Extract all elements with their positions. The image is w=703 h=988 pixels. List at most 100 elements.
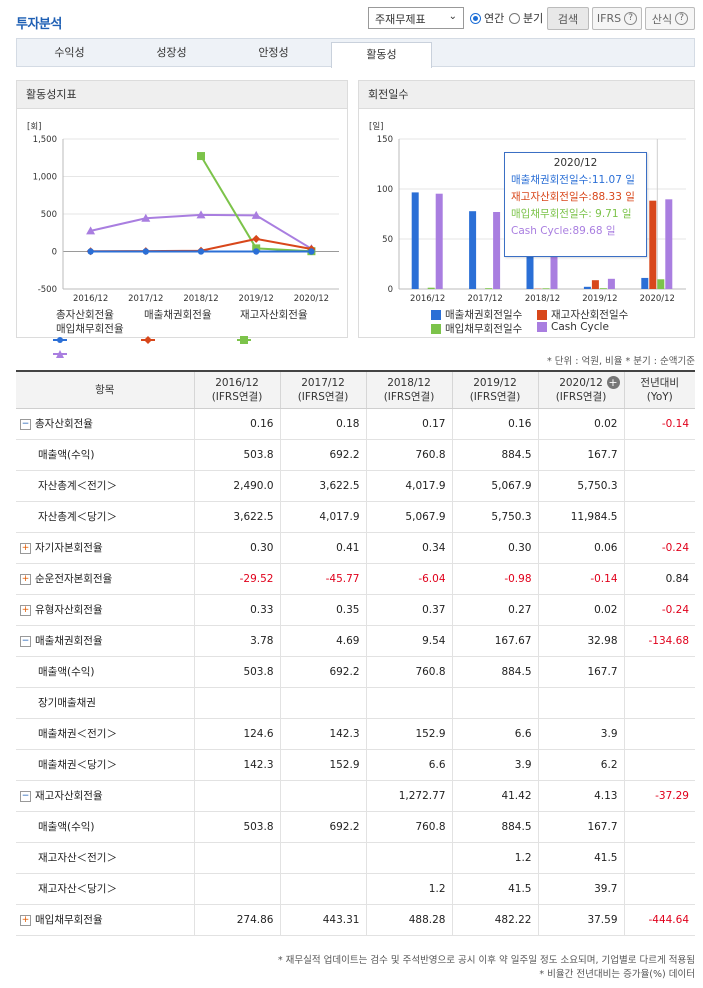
collapse-icon[interactable]: −	[20, 790, 31, 802]
expand-icon[interactable]: +	[20, 573, 31, 585]
value-cell: 503.8	[193, 439, 280, 471]
value-cell	[451, 687, 538, 719]
value-cell	[623, 439, 695, 471]
row-label-cell[interactable]: − 매출채권회전율	[16, 625, 194, 657]
row-label: 매출액(수익)	[38, 449, 95, 461]
x-tick-label: 2018/12	[525, 294, 560, 304]
value-cell: 884.5	[451, 439, 538, 471]
statement-type-select[interactable]: 주재무제표 ⌄	[368, 7, 464, 29]
search-button[interactable]: 검색	[547, 7, 589, 30]
legend-line-marker	[53, 337, 67, 343]
legend-item[interactable]: 재고자산회전율	[237, 307, 308, 344]
legend-item[interactable]: 재고자산회전일수	[537, 307, 628, 322]
value-cell	[623, 842, 695, 874]
table-row: 매출액(수익) 503.8 692.2 760.8 884.5 167.7	[16, 811, 695, 843]
value-cell: -37.29	[623, 780, 695, 812]
legend-item[interactable]: 매출채권회전율	[141, 307, 212, 344]
value-cell: 41.5	[451, 873, 538, 905]
bar-2	[657, 279, 665, 289]
value-cell: 39.7	[537, 873, 624, 905]
header-2017: 2017/12 (IFRS연결)	[279, 371, 366, 409]
legend-item[interactable]: 총자산회전율	[53, 307, 114, 343]
row-label-cell[interactable]: − 총자산회전율	[16, 408, 194, 440]
header-text: (IFRS연결)	[383, 390, 435, 403]
bar-3	[665, 199, 673, 289]
value-cell: 482.22	[451, 904, 538, 936]
legend-swatch	[537, 309, 547, 320]
y-tick-label: 1,500	[33, 135, 57, 145]
radio-quarter[interactable]: 분기	[509, 9, 543, 27]
row-label: 자기자본회전율	[35, 542, 103, 554]
expand-icon[interactable]: +	[20, 604, 31, 616]
value-cell: -6.04	[365, 563, 452, 595]
value-cell	[193, 873, 280, 905]
row-label-cell[interactable]: + 자기자본회전율	[16, 532, 194, 564]
legend-line-marker	[53, 350, 67, 358]
row-label-cell[interactable]: + 유형자산회전율	[16, 594, 194, 626]
header-item: 항목	[16, 371, 194, 409]
row-label-cell: 매출액(수익)	[16, 439, 194, 471]
tab-activity[interactable]: 활동성	[331, 42, 432, 68]
activity-index-title: 활동성지표	[17, 81, 347, 109]
value-cell: -0.24	[623, 532, 695, 564]
tab-growth[interactable]: 성장성	[156, 46, 187, 59]
value-cell: 41.42	[451, 780, 538, 812]
legend-item[interactable]: 매출채권회전일수	[431, 307, 522, 322]
value-cell: 884.5	[451, 656, 538, 688]
tab-profitability[interactable]: 수익성	[54, 46, 85, 59]
footnote: * 재무실적 업데이트는 검수 및 주석반영으로 공시 이후 약 일주일 정도 …	[277, 955, 695, 966]
bar-2	[427, 287, 435, 289]
bar-0	[526, 250, 534, 289]
data-point	[87, 248, 94, 255]
expand-icon[interactable]: +	[20, 914, 31, 926]
collapse-icon[interactable]: −	[20, 635, 31, 647]
legend-item[interactable]: 매입채무회전율	[53, 321, 124, 358]
row-label-cell: 매출채권＜당기＞	[16, 749, 194, 781]
legend-swatch	[537, 322, 547, 332]
data-point	[251, 210, 261, 219]
x-tick-label: 2018/12	[183, 294, 218, 304]
collapse-icon[interactable]: −	[20, 418, 31, 430]
value-cell: 760.8	[365, 811, 452, 843]
table-row: + 매입채무회전율 274.86 443.31 488.28 482.22 37.59 -44…	[16, 904, 695, 936]
radio-annual-dot[interactable]	[470, 12, 481, 24]
value-cell: -0.98	[451, 563, 538, 595]
value-cell: 6.6	[451, 718, 538, 750]
radio-quarter-dot[interactable]	[509, 12, 520, 24]
value-cell	[537, 687, 624, 719]
data-point	[86, 226, 96, 235]
legend-swatch	[431, 309, 441, 320]
value-cell: 167.7	[537, 811, 624, 843]
bar-3	[607, 278, 615, 289]
table-row: 매출채권＜당기＞ 142.3 152.9 6.6 3.9 6.2	[16, 749, 695, 781]
expand-columns-icon[interactable]: +	[606, 376, 620, 389]
y-tick-label: 150	[377, 135, 393, 145]
value-cell: 5,750.3	[537, 470, 624, 502]
radio-annual[interactable]: 연간	[470, 9, 504, 27]
value-cell: 4.13	[537, 780, 624, 812]
row-label: 자산총계＜전기＞	[38, 480, 117, 492]
value-cell: 0.16	[451, 408, 538, 440]
legend-item[interactable]: 매입채무회전일수	[431, 321, 522, 336]
tab-stability[interactable]: 안정성	[258, 46, 289, 59]
chevron-down-icon: ⌄	[448, 11, 457, 22]
value-cell: -45.77	[279, 563, 366, 595]
value-cell	[623, 873, 695, 905]
value-cell: 1,272.77	[365, 780, 452, 812]
formula-help-button[interactable]: 산식 ?	[645, 7, 695, 30]
row-label-cell[interactable]: + 순운전자본회전율	[16, 563, 194, 595]
value-cell: 4,017.9	[279, 501, 366, 533]
expand-icon[interactable]: +	[20, 542, 31, 554]
value-cell: 760.8	[365, 439, 452, 471]
analysis-tabs: 수익성 성장성 안정성 활동성	[16, 38, 695, 68]
ifrs-help-button[interactable]: IFRS ?	[592, 7, 642, 30]
data-point	[196, 210, 206, 219]
header-text: (YoY)	[646, 390, 673, 403]
row-label: 매출액(수익)	[38, 821, 95, 833]
bar-0	[411, 192, 419, 289]
row-label-cell: 매출액(수익)	[16, 656, 194, 688]
row-label-cell[interactable]: − 재고자산회전율	[16, 780, 194, 812]
row-label-cell[interactable]: + 매입채무회전율	[16, 904, 194, 936]
value-cell: 0.33	[193, 594, 280, 626]
legend-item[interactable]: Cash Cycle	[537, 321, 609, 333]
